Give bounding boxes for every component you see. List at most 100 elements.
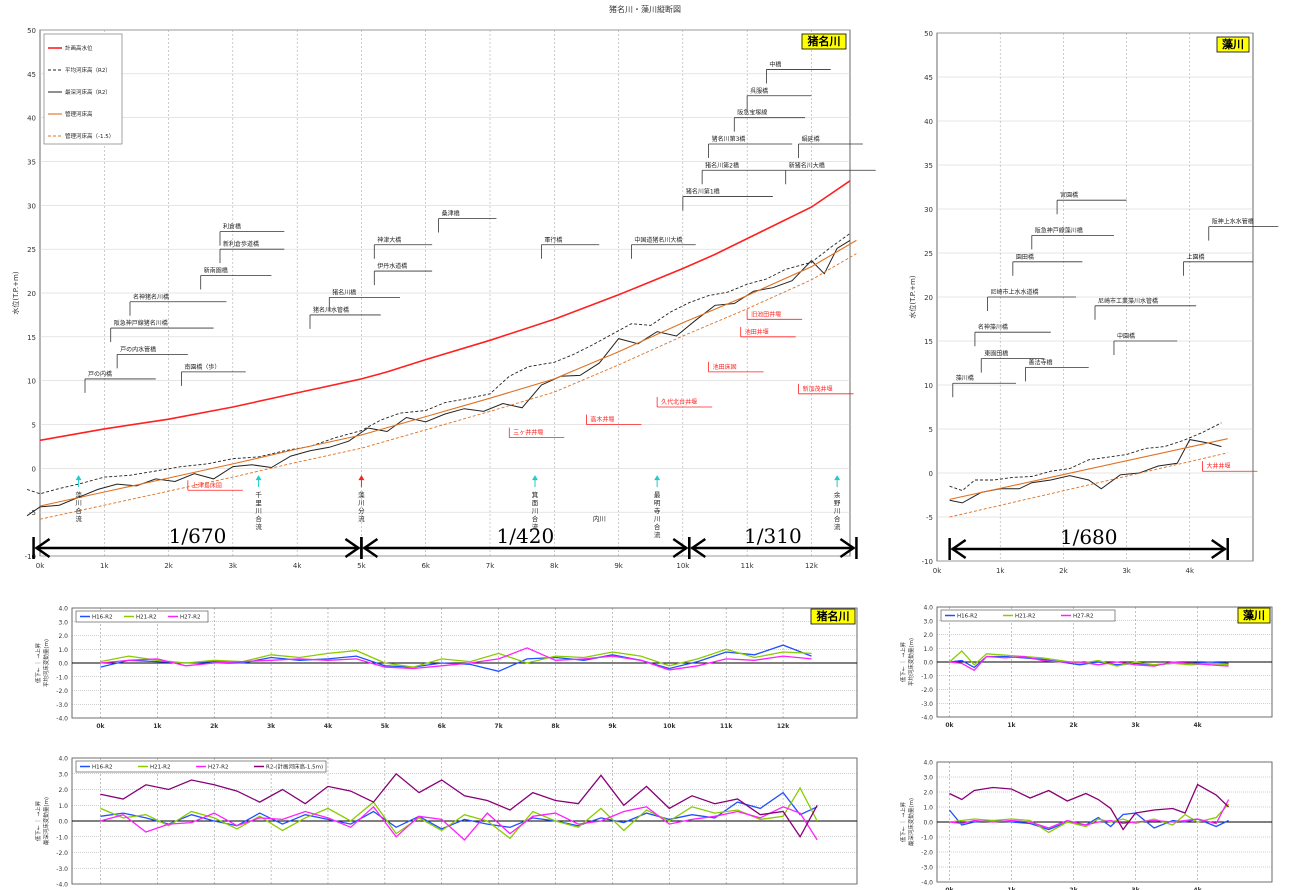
y-tick-label: 30 — [27, 202, 36, 210]
bridge-marker: 園田橋 — [1012, 253, 1083, 276]
y-tick-label: 3.0 — [58, 619, 68, 626]
legend-label: H27-R2 — [180, 615, 200, 621]
bridge-label: 戸の内水管橋 — [120, 345, 156, 353]
series-h27 — [100, 805, 818, 841]
y-tick-label: -10 — [922, 558, 933, 566]
slope-label: 1/420 — [497, 524, 555, 548]
bridge-label: 新南園橋 — [204, 266, 228, 274]
weir-marker: 新加茂井堰 — [798, 383, 854, 395]
x-tick-label: 0k — [933, 567, 942, 575]
x-tick-label: 10k — [663, 723, 676, 730]
bridge-marker: 東園田橋 — [980, 350, 1045, 373]
confluence-arrow-head — [75, 475, 82, 481]
y-tick-label: 40 — [27, 115, 36, 123]
y-tick-label: -3.0 — [921, 865, 933, 872]
bridge-marker: 猪名川第2橋 — [701, 161, 786, 185]
extra-label: 内川 — [593, 514, 606, 523]
river-tag-box — [810, 608, 856, 625]
x-tick-label: 0k — [945, 887, 954, 890]
series-h27 — [949, 655, 1229, 672]
mo-avg-change-chart: -4.0 -3.0 -2.0 -1.0 0.0 1.0 2.0 3.0 4.0 0k 1k 2k 3k 4… — [899, 605, 1273, 729]
y-tick-label: 0.0 — [58, 819, 68, 826]
series-h27 — [949, 799, 1230, 829]
y-tick-label: -4.0 — [56, 716, 68, 723]
legend-label: H21-R2 — [1015, 614, 1035, 620]
bridge-marker: 阪神上水水管橋 — [1208, 218, 1279, 241]
x-tick-label: 3k — [267, 723, 276, 730]
x-tick-label: 7k — [486, 562, 495, 570]
y-tick-label: 3.0 — [923, 775, 933, 782]
bridge-label: 東園田橋 — [984, 350, 1008, 358]
x-tick-label: 4k — [293, 562, 302, 570]
bridge-label: 南園橋（歩） — [184, 363, 220, 371]
series-h16 — [100, 644, 812, 672]
series-h21 — [100, 648, 812, 668]
confluence-marker: 藻川合流 — [75, 475, 82, 523]
weir-label: 大井井堰 — [1206, 462, 1230, 470]
y-tick-label: 15 — [27, 334, 36, 342]
bridge-marker: 名神藻川橋 — [974, 323, 1051, 347]
y-tick-label: -2.0 — [921, 850, 933, 857]
series-h27 — [100, 647, 812, 671]
y-axis-label-sub: 最深河床変動量(m) — [42, 797, 50, 845]
bridge-label: 名神藻川橋 — [978, 323, 1008, 331]
bridge-marker: 阪急宝塚線 — [733, 109, 805, 132]
series-h21 — [100, 786, 818, 840]
legend-label: 計画高水位 — [65, 44, 93, 52]
y-tick-label: -10 — [25, 553, 36, 561]
bridge-marker: 猪名川第3橋 — [708, 135, 793, 158]
weir-marker: 池田井堰 — [740, 326, 796, 338]
confluence-arrow-head — [358, 475, 365, 481]
weir-label: 池田井堰 — [745, 328, 769, 336]
confluence-arrow-head — [654, 475, 661, 481]
legend-label: 管理河床高 — [65, 110, 93, 118]
y-tick-label: 4.0 — [58, 606, 68, 613]
river-tag: 藻川 — [1222, 37, 1244, 51]
slope-head-left — [950, 538, 967, 560]
bridge-marker: 神津大橋 — [373, 236, 433, 259]
series-avg — [949, 422, 1222, 492]
x-tick-label: 9k — [608, 723, 617, 730]
y-axis-label-sub: 平均河床変動量(m) — [907, 638, 915, 686]
series-mgmt — [39, 239, 857, 507]
y-tick-label: -3.0 — [56, 702, 68, 709]
y-axis-label: 水位(T.P.+m) — [11, 271, 20, 314]
bridge-marker: 新猪名川大橋 — [785, 161, 876, 185]
y-tick-label: -4.0 — [921, 715, 933, 722]
bridge-marker: 名神猪名川橋 — [129, 293, 227, 316]
x-tick-label: 3k — [1122, 567, 1131, 575]
weir-label: 三ヶ井井堰 — [513, 429, 543, 437]
bridge-marker: 猪名川橋 — [328, 288, 400, 312]
y-tick-label: -3.0 — [56, 866, 68, 873]
slope-head-right — [672, 537, 689, 559]
bridge-marker: 戸の内橋 — [84, 370, 156, 393]
bridge-label: 阪急宝塚線 — [737, 109, 767, 117]
confluence-arrow-head — [255, 475, 262, 481]
legend-label: R2-(計画河床高-1.5m) — [266, 763, 323, 771]
river-tag-box — [801, 33, 847, 50]
bridge-label: 利倉橋 — [223, 223, 241, 231]
legend-box — [940, 609, 1116, 622]
slope-label: 1/670 — [169, 524, 227, 548]
series-plan — [39, 180, 851, 442]
bridge-label: 藻川橋 — [956, 374, 974, 382]
confluence-marker: 箕面川合流 — [532, 475, 539, 531]
y-tick-label: 1.0 — [923, 646, 933, 653]
y-tick-label: 2.0 — [923, 790, 933, 797]
x-tick-label: 4k — [1193, 722, 1202, 729]
x-tick-label: 3k — [229, 562, 238, 570]
x-tick-label: 1k — [996, 567, 1005, 575]
y-tick-label: -1.0 — [56, 834, 68, 841]
y-tick-label: 45 — [924, 74, 933, 82]
weir-marker: 上津島床固 — [187, 480, 243, 491]
y-tick-label: 10 — [924, 382, 933, 390]
y-tick-label: -2.0 — [56, 688, 68, 695]
slope-arrow: 1/680 — [948, 525, 1229, 560]
legend-label: 最深河床高（R2） — [65, 88, 111, 96]
bridge-marker: 藻川橋 — [952, 374, 1016, 398]
series-mgmt15 — [949, 452, 1228, 518]
river-tag-box — [1216, 36, 1250, 53]
x-tick-label: 6k — [438, 723, 447, 730]
bridge-label: 上園橋 — [1186, 253, 1204, 261]
confluence-marker: 余野川合流 — [834, 475, 841, 531]
